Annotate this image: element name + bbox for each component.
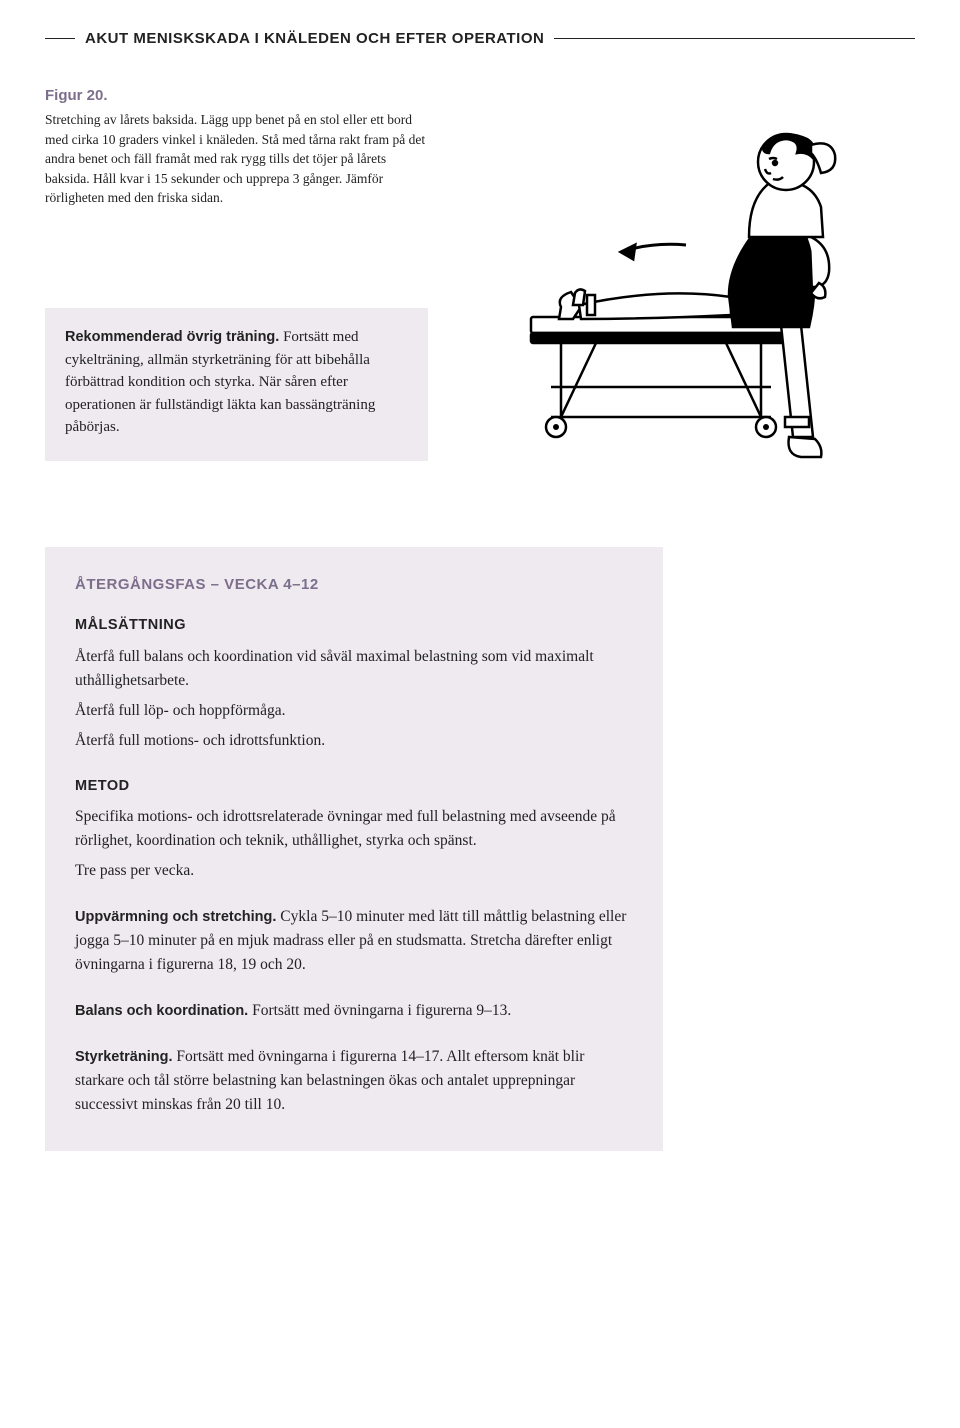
balance-text: Fortsätt med övningarna i figurerna 9–13… — [248, 1002, 511, 1019]
phase-box: ÅTERGÅNGSFAS – VECKA 4–12 MÅLSÄTTNING Åt… — [45, 547, 663, 1151]
method-p2: Tre pass per vecka. — [75, 859, 633, 883]
goal-p1: Återfå full balans och koordination vid … — [75, 645, 633, 693]
figure-illustration-column — [448, 87, 915, 467]
figure-row: Figur 20. Stretching av lårets baksida. … — [45, 87, 915, 467]
method-p1: Specifika motions- och idrottsrelaterade… — [75, 805, 633, 853]
strength-block: Styrketräning. Fortsätt med övningarna i… — [75, 1045, 633, 1117]
goal-block: MÅLSÄTTNING Återfå full balans och koord… — [75, 614, 633, 753]
phase-title: ÅTERGÅNGSFAS – VECKA 4–12 — [75, 573, 633, 596]
goal-p2: Återfå full löp- och hoppförmåga. — [75, 699, 633, 723]
method-block: METOD Specifika motions- och idrottsrela… — [75, 775, 633, 884]
recommendation-lead: Rekommenderad övrig träning. — [65, 329, 279, 345]
method-heading: METOD — [75, 775, 633, 797]
warmup-paragraph: Uppvärmning och stretching. Cykla 5–10 m… — [75, 905, 633, 977]
page-title: AKUT MENISKSKADA I KNÄLEDEN OCH EFTER OP… — [85, 30, 544, 47]
recommendation-box: Rekommenderad övrig träning. Fortsätt me… — [45, 308, 428, 461]
stretching-illustration — [501, 87, 861, 467]
balance-lead: Balans och koordination. — [75, 1003, 248, 1019]
figure-label: Figur 20. — [45, 87, 428, 104]
warmup-block: Uppvärmning och stretching. Cykla 5–10 m… — [75, 905, 633, 977]
balance-paragraph: Balans och koordination. Fortsätt med öv… — [75, 999, 633, 1023]
figure-caption: Stretching av lårets baksida. Lägg upp b… — [45, 110, 428, 208]
balance-block: Balans och koordination. Fortsätt med öv… — [75, 999, 633, 1023]
figure-text-column: Figur 20. Stretching av lårets baksida. … — [45, 87, 428, 461]
goal-p3: Återfå full motions- och idrottsfunktion… — [75, 729, 633, 753]
page-header-rule: AKUT MENISKSKADA I KNÄLEDEN OCH EFTER OP… — [45, 30, 915, 47]
strength-lead: Styrketräning. — [75, 1049, 173, 1065]
strength-paragraph: Styrketräning. Fortsätt med övningarna i… — [75, 1045, 633, 1117]
goal-heading: MÅLSÄTTNING — [75, 614, 633, 636]
warmup-lead: Uppvärmning och stretching. — [75, 909, 276, 925]
recommendation-paragraph: Rekommenderad övrig träning. Fortsätt me… — [65, 326, 408, 439]
